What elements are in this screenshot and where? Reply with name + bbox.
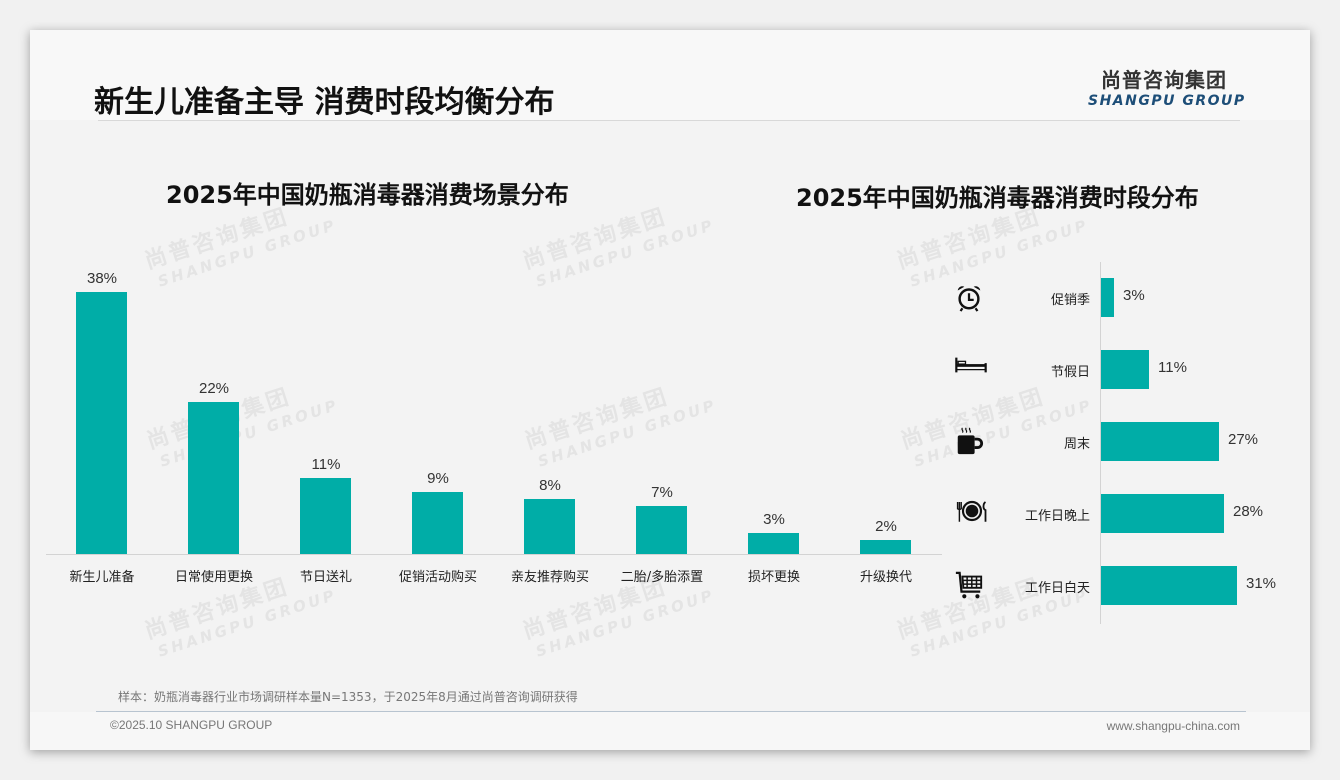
period-bar-row: 促销季 3% (950, 262, 1300, 334)
scene-category-label: 二胎/多胎添置 (620, 570, 704, 585)
scene-bar-chart: 38% 新生儿准备 22% 日常使用更换 11% 节日送礼 9% 促销活动购买 8% 亲友推荐购买… (46, 260, 942, 605)
scene-bar-group: 38% 新生儿准备 (46, 260, 158, 585)
scene-bar-group: 11% 节日送礼 (270, 260, 382, 585)
scene-category-label: 促销活动购买 (398, 570, 477, 585)
scene-bar-value: 9% (427, 470, 449, 487)
scene-bar-value: 38% (86, 270, 118, 287)
scene-bar (636, 506, 687, 554)
period-bar-chart: 促销季 3% 节假日 11% 周末 27% 工作日晚上 28% 工作日白天 31% (950, 262, 1300, 624)
alarm-clock-icon (954, 282, 990, 314)
period-category-label: 工作日晚上 (1024, 509, 1090, 524)
scene-bar-value: 3% (763, 511, 785, 528)
scene-bar-group: 3% 损坏更换 (718, 260, 830, 585)
scene-bar (748, 533, 799, 554)
scene-chart-title: 2025年中国奶瓶消毒器消费场景分布 (166, 181, 569, 209)
footer-divider (96, 711, 1246, 712)
slide: 新生儿准备主导 消费时段均衡分布 尚普咨询集团 SHANGPU GROUP 尚普… (30, 30, 1310, 750)
period-bar-row: 周末 27% (950, 406, 1300, 478)
period-category-label: 周末 (1063, 437, 1090, 452)
period-bar-value: 11% (1158, 359, 1187, 376)
period-bar-row: 节假日 11% (950, 334, 1300, 406)
period-bar-row: 工作日晚上 28% (950, 478, 1300, 550)
scene-bar (188, 402, 239, 554)
scene-bar (300, 478, 351, 554)
period-bar-value: 31% (1246, 575, 1277, 592)
period-bar (1101, 566, 1237, 605)
logo: 尚普咨询集团 SHANGPU GROUP (1088, 64, 1246, 109)
scene-bar-group: 2% 升级换代 (830, 260, 942, 585)
scene-bar-group: 9% 促销活动购买 (382, 260, 494, 585)
period-chart-title: 2025年中国奶瓶消毒器消费时段分布 (796, 184, 1199, 212)
scene-category-label: 日常使用更换 (174, 570, 253, 585)
website-link[interactable]: www.shangpu-china.com (1106, 719, 1240, 733)
scene-category-label: 新生儿准备 (69, 570, 135, 585)
period-bar (1101, 350, 1149, 389)
scene-bar (412, 492, 463, 554)
period-bar-value: 28% (1233, 503, 1264, 520)
period-bar (1101, 278, 1114, 317)
bed-icon (954, 354, 990, 386)
scene-bar-value: 8% (539, 477, 561, 494)
scene-category-label: 损坏更换 (747, 570, 800, 585)
y-axis-line (1100, 262, 1101, 624)
period-bar (1101, 494, 1224, 533)
period-category-label: 工作日白天 (1024, 581, 1090, 596)
copyright: ©2025.10 SHANGPU GROUP (110, 718, 273, 732)
scene-bar-value: 11% (311, 456, 341, 473)
coffee-mug-icon (954, 426, 990, 458)
period-bar-value: 3% (1123, 287, 1145, 304)
period-category-label: 促销季 (1050, 293, 1090, 308)
title-divider (98, 120, 1240, 121)
scene-category-label: 升级换代 (859, 570, 912, 585)
sample-footnote: 样本：奶瓶消毒器行业市场调研样本量N=1353，于2025年8月通过尚普咨询调研… (118, 690, 578, 704)
period-bar-row: 工作日白天 31% (950, 550, 1300, 622)
header-band (30, 30, 1310, 120)
scene-bar (860, 540, 911, 554)
shopping-cart-icon (954, 570, 990, 602)
scene-bar-value: 7% (651, 484, 673, 501)
period-bar-value: 27% (1228, 431, 1259, 448)
page-title: 新生儿准备主导 消费时段均衡分布 (94, 85, 555, 120)
logo-en: SHANGPU GROUP (1088, 93, 1246, 109)
logo-cn: 尚普咨询集团 (1101, 68, 1227, 92)
scene-bar (76, 292, 127, 554)
scene-category-label: 节日送礼 (299, 570, 352, 585)
footer-band (30, 712, 1310, 750)
x-axis-line (46, 554, 942, 555)
period-category-label: 节假日 (1050, 365, 1090, 380)
scene-bar-value: 22% (198, 380, 230, 397)
scene-bar-value: 2% (875, 518, 897, 535)
scene-bar-group: 22% 日常使用更换 (158, 260, 270, 585)
scene-bar-group: 7% 二胎/多胎添置 (606, 260, 718, 585)
scene-bar-group: 8% 亲友推荐购买 (494, 260, 606, 585)
period-bar (1101, 422, 1219, 461)
plate-cutlery-icon (954, 498, 990, 530)
scene-category-label: 亲友推荐购买 (510, 570, 589, 585)
scene-bar (524, 499, 575, 554)
